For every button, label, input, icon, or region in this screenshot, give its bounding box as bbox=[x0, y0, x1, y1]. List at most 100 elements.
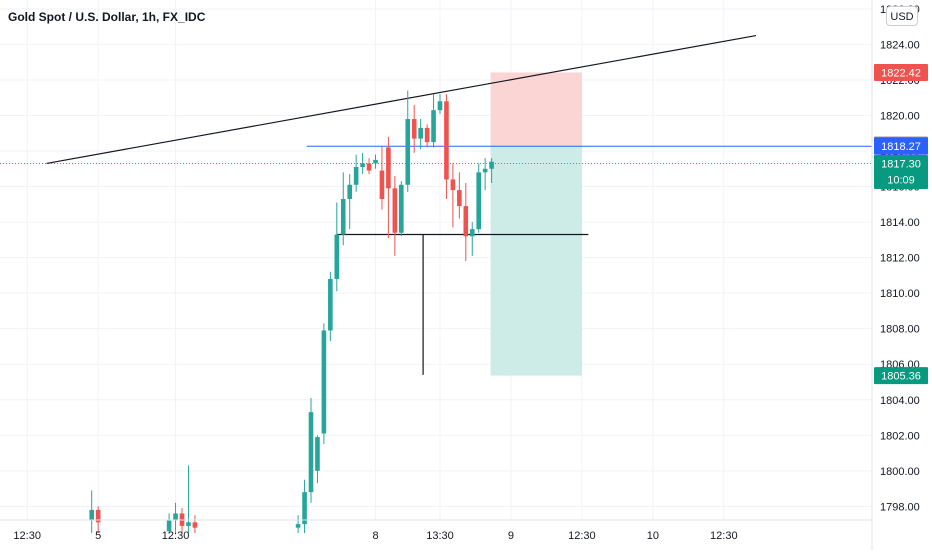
candle-body bbox=[405, 119, 411, 185]
candle-body bbox=[295, 524, 301, 528]
candle bbox=[192, 515, 198, 533]
price-badge-target: 1805.36 bbox=[874, 367, 928, 385]
candle bbox=[328, 271, 333, 342]
price-badge-last: 1817.30 10:09 bbox=[874, 154, 928, 189]
y-tick-label: 1810.00 bbox=[880, 288, 920, 300]
price-badge-label: 1817.30 bbox=[881, 158, 921, 170]
candle-body bbox=[379, 170, 385, 199]
candle-body bbox=[321, 330, 327, 434]
x-tick-label: 9 bbox=[508, 530, 514, 542]
candle-body bbox=[186, 522, 191, 526]
price-badge-bg bbox=[874, 63, 928, 81]
candle-body bbox=[360, 163, 365, 168]
price-badge-countdown: 10:09 bbox=[887, 174, 915, 186]
candle-body bbox=[315, 437, 320, 471]
candle bbox=[347, 174, 352, 230]
candle-body bbox=[457, 190, 462, 207]
price-badge-label: 1822.42 bbox=[881, 67, 921, 79]
candle-body bbox=[166, 520, 172, 532]
take-profit-zone bbox=[490, 146, 582, 376]
candle bbox=[399, 181, 404, 237]
candle bbox=[418, 119, 423, 150]
x-tick-label: 12:30 bbox=[710, 530, 738, 542]
candle bbox=[321, 323, 327, 445]
price-badge-bg bbox=[874, 367, 928, 385]
candle-body bbox=[89, 509, 94, 521]
x-tick-label: 5 bbox=[95, 530, 101, 542]
candle-body bbox=[411, 119, 417, 139]
candle-body bbox=[482, 168, 488, 173]
trendline bbox=[46, 34, 757, 165]
price-badge-label: 1818.27 bbox=[881, 141, 921, 153]
candle-body bbox=[469, 229, 475, 237]
candle bbox=[457, 172, 462, 219]
x-tick-label: 12:30 bbox=[162, 530, 190, 542]
candle-body bbox=[192, 522, 198, 528]
candle-body bbox=[450, 179, 456, 191]
candle bbox=[450, 163, 456, 228]
candle bbox=[89, 490, 94, 533]
candle-body bbox=[340, 198, 346, 235]
candle-body bbox=[424, 127, 430, 143]
candle bbox=[295, 515, 301, 533]
candle bbox=[469, 222, 475, 256]
candle-body bbox=[399, 184, 404, 233]
x-tick-label: 12:30 bbox=[13, 530, 41, 542]
y-tick-label: 1802.00 bbox=[880, 430, 920, 442]
axes: 1798.001800.001802.001804.001806.001808.… bbox=[0, 0, 920, 550]
candle bbox=[366, 158, 372, 175]
candle bbox=[373, 154, 378, 169]
currency-button[interactable]: USD bbox=[886, 6, 918, 26]
candle-body bbox=[437, 101, 443, 111]
price-badge-bg bbox=[874, 154, 928, 189]
candle bbox=[315, 435, 320, 484]
candle-body bbox=[463, 206, 469, 237]
drawing-lines[interactable] bbox=[0, 34, 872, 375]
candle bbox=[476, 163, 481, 233]
candle-body bbox=[173, 513, 178, 521]
candle bbox=[166, 513, 172, 533]
candle-body bbox=[347, 184, 352, 199]
x-tick-label: 12:30 bbox=[568, 530, 596, 542]
candle bbox=[379, 145, 385, 210]
candle bbox=[489, 158, 494, 183]
candle bbox=[353, 154, 359, 192]
grid bbox=[0, 0, 872, 520]
candle bbox=[334, 202, 340, 292]
y-tick-label: 1812.00 bbox=[880, 253, 920, 265]
candle bbox=[308, 397, 314, 503]
candle-body bbox=[489, 161, 494, 169]
candle-body bbox=[444, 101, 449, 180]
candle-body bbox=[418, 127, 423, 139]
price-badge-bg bbox=[874, 137, 928, 155]
candle bbox=[392, 175, 398, 256]
candle bbox=[482, 158, 488, 191]
position-zones[interactable] bbox=[490, 72, 582, 376]
candle-body bbox=[431, 110, 436, 143]
x-tick-label: 8 bbox=[372, 530, 378, 542]
candle bbox=[431, 94, 436, 148]
candle-body bbox=[386, 147, 391, 189]
price-badge-stop: 1822.42 bbox=[874, 63, 928, 81]
candle bbox=[444, 94, 449, 199]
candle bbox=[173, 502, 178, 533]
candle-body bbox=[353, 167, 359, 185]
candle-body bbox=[373, 159, 378, 164]
x-tick-label: 10 bbox=[647, 530, 659, 542]
x-tick-label: 13:30 bbox=[426, 530, 454, 542]
stop-loss-zone bbox=[490, 72, 582, 147]
candle bbox=[411, 104, 417, 153]
candle bbox=[405, 90, 411, 192]
candle bbox=[360, 152, 365, 175]
candle bbox=[424, 124, 430, 148]
y-tick-label: 1820.00 bbox=[880, 110, 920, 122]
y-tick-label: 1824.00 bbox=[880, 39, 920, 51]
candle-body bbox=[476, 172, 481, 230]
price-badge-label: 1805.36 bbox=[881, 371, 921, 383]
candle-body bbox=[302, 492, 307, 525]
candle bbox=[463, 182, 469, 262]
candles bbox=[89, 90, 494, 533]
price-badge-entry: 1818.27 bbox=[874, 137, 928, 155]
